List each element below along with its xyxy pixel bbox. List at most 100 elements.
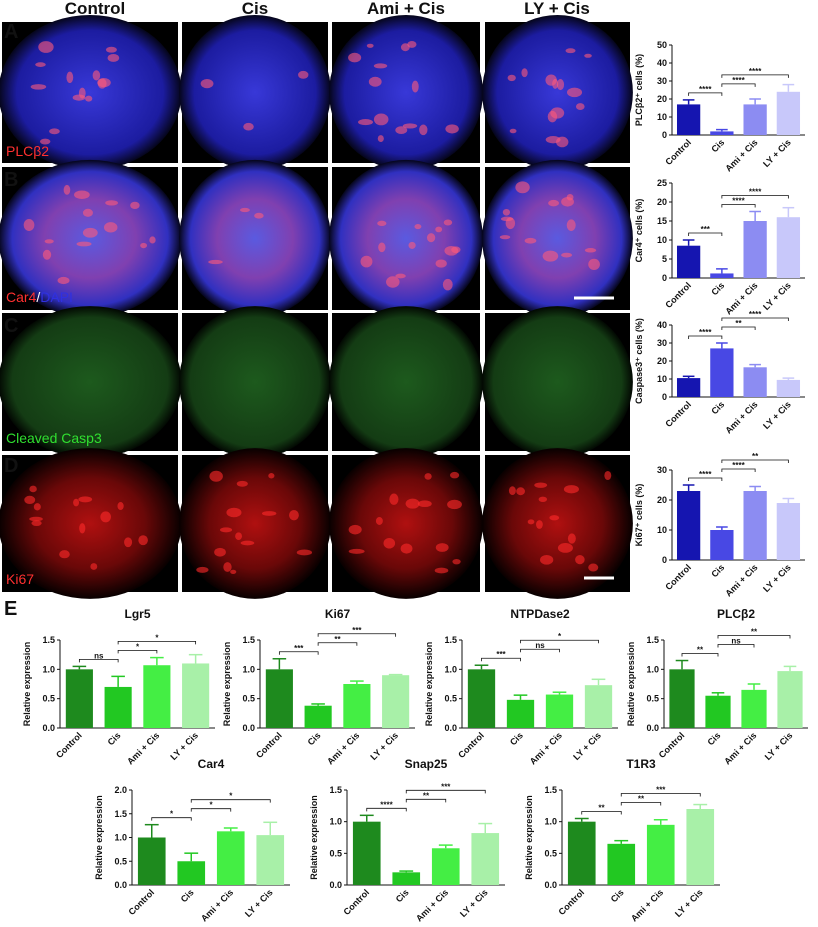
bar xyxy=(776,503,801,560)
bar xyxy=(506,699,535,728)
cell-signal xyxy=(223,562,232,572)
bar xyxy=(352,821,381,885)
x-tick-label: Cis xyxy=(709,399,726,416)
cell-signal xyxy=(236,480,248,487)
column-header: Cis xyxy=(242,0,268,18)
y-tick-label: 1.0 xyxy=(329,817,342,827)
cell-signal xyxy=(117,502,124,511)
panel-label: D xyxy=(4,455,18,477)
y-axis-label: Relative expression xyxy=(524,795,534,880)
error-bar xyxy=(749,485,761,491)
significance-bracket xyxy=(717,644,755,648)
error-bar xyxy=(693,803,708,809)
cell-signal xyxy=(138,535,148,546)
error-bar xyxy=(747,683,761,690)
y-axis-label: Relative expression xyxy=(424,642,434,727)
cell-signal xyxy=(542,250,559,262)
significance-bracket xyxy=(117,650,158,654)
cell-signal xyxy=(74,190,90,199)
significance-bracket xyxy=(405,789,486,794)
significance-bracket xyxy=(481,657,521,662)
y-axis-label: Relative expression xyxy=(94,795,104,880)
bar xyxy=(567,821,596,885)
cell-signal xyxy=(33,503,41,511)
cell-signal xyxy=(386,276,400,288)
column-header: Control xyxy=(65,0,125,18)
error-bar xyxy=(150,656,164,666)
significance-label: ** xyxy=(752,452,759,461)
significance-label: **** xyxy=(732,461,745,470)
error-bar xyxy=(783,665,797,672)
cell-signal xyxy=(254,212,264,219)
cell-signal xyxy=(538,496,548,502)
cell-signal xyxy=(400,543,413,554)
x-tick-label: LY + Cis xyxy=(761,399,793,431)
cell-signal xyxy=(561,252,573,258)
cell-signal xyxy=(268,473,275,479)
x-tick-label: LY + Cis xyxy=(763,730,795,762)
y-tick-label: 1.0 xyxy=(646,664,659,674)
significance-label: ** xyxy=(735,319,742,328)
organoid xyxy=(329,448,483,599)
cell-signal xyxy=(196,566,209,573)
x-tick-label: Ami + Cis xyxy=(125,730,161,766)
cell-signal xyxy=(534,482,548,488)
cell-signal xyxy=(565,48,576,54)
bar xyxy=(104,686,132,728)
cell-signal xyxy=(561,196,574,207)
cell-signal xyxy=(575,103,585,110)
significance-label: ** xyxy=(598,804,605,813)
x-tick-label: Ami + Cis xyxy=(199,887,235,923)
bar xyxy=(65,669,93,728)
y-tick-label: 0.0 xyxy=(444,723,457,733)
y-axis-label: Caspase3⁺ cells (%) xyxy=(634,318,644,404)
error-bar xyxy=(184,852,199,862)
y-tick-label: 0.0 xyxy=(114,880,127,890)
bar xyxy=(177,861,206,885)
x-tick-label: Ami + Cis xyxy=(723,562,759,598)
bar xyxy=(710,131,734,135)
cell-signal xyxy=(23,219,35,231)
organoid xyxy=(179,14,331,171)
y-tick-label: 0.5 xyxy=(329,848,342,858)
cell-signal xyxy=(103,222,118,233)
error-bar xyxy=(223,827,238,832)
error-bar xyxy=(675,659,689,670)
y-tick-label: 0.5 xyxy=(444,694,457,704)
x-tick-label: Control xyxy=(657,730,687,760)
significance-label: **** xyxy=(699,470,712,479)
bar xyxy=(584,685,613,728)
x-tick-label: Control xyxy=(556,887,586,917)
cell-signal xyxy=(140,242,148,249)
y-axis-label: PLCβ2⁺ cells (%) xyxy=(634,54,644,126)
bar xyxy=(471,833,500,885)
y-tick-label: 1.0 xyxy=(444,664,457,674)
cell-signal xyxy=(383,538,396,549)
significance-bracket xyxy=(366,807,407,812)
cell-signal xyxy=(44,239,54,244)
cell-signal xyxy=(584,53,592,58)
significance-bracket xyxy=(721,459,789,463)
significance-label: *** xyxy=(352,626,362,635)
chart-title: T1R3 xyxy=(626,757,656,771)
error-bar xyxy=(716,526,728,530)
y-tick-label: 1.5 xyxy=(646,635,659,645)
cell-signal xyxy=(107,54,120,62)
cell-signal xyxy=(508,486,516,496)
y-tick-label: 20 xyxy=(657,356,667,366)
cell-signal xyxy=(442,278,453,291)
cell-signal xyxy=(524,237,537,244)
cell-signal xyxy=(549,515,560,521)
cell-signal xyxy=(424,473,432,480)
cell-signal xyxy=(209,470,223,482)
organoid xyxy=(329,14,483,171)
bar xyxy=(743,367,767,397)
y-tick-label: 1.5 xyxy=(329,785,342,795)
organoid xyxy=(0,306,182,458)
y-tick-label: 0 xyxy=(662,555,667,565)
bar xyxy=(216,831,245,885)
cell-signal xyxy=(588,563,599,572)
significance-label: * xyxy=(558,632,562,641)
significance-label: * xyxy=(170,810,174,819)
cell-signal xyxy=(214,547,226,557)
